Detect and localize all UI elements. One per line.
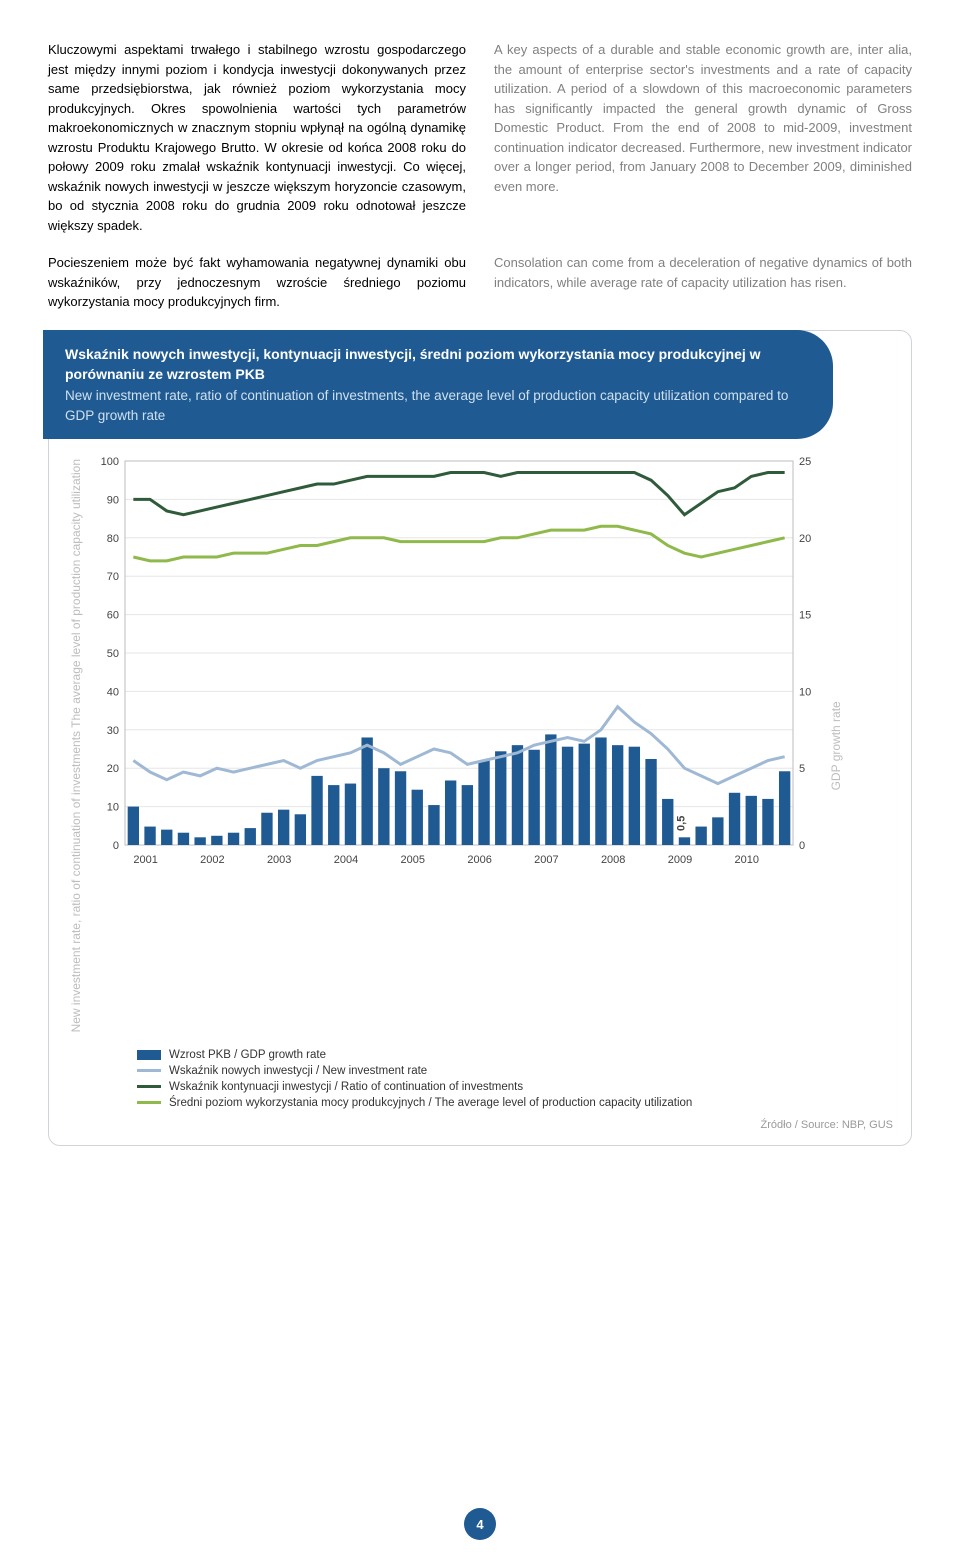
svg-text:15: 15	[799, 610, 811, 622]
svg-text:2004: 2004	[333, 854, 357, 866]
legend-item-cap: Średni poziom wykorzystania mocy produkc…	[137, 1097, 893, 1109]
legend-label-cap: Średni poziom wykorzystania mocy produkc…	[169, 1097, 692, 1109]
chart-title-pl: Wskaźnik nowych inwestycji, kontynuacji …	[65, 344, 811, 385]
svg-text:2005: 2005	[400, 854, 424, 866]
svg-text:2008: 2008	[601, 854, 625, 866]
svg-text:20: 20	[799, 533, 811, 545]
legend-swatch-line2	[137, 1085, 161, 1088]
paragraph-row-1: Kluczowymi aspektami trwałego i stabilne…	[48, 40, 912, 235]
paragraph-en-1: A key aspects of a durable and stable ec…	[494, 40, 912, 235]
svg-text:80: 80	[106, 533, 118, 545]
svg-text:2010: 2010	[734, 854, 758, 866]
svg-text:0,5: 0,5	[675, 816, 687, 831]
svg-text:2009: 2009	[667, 854, 691, 866]
chart-header: Wskaźnik nowych inwestycji, kontynuacji …	[43, 330, 833, 440]
legend-item-new: Wskaźnik nowych inwestycji / New investm…	[137, 1065, 893, 1077]
svg-text:70: 70	[106, 571, 118, 583]
svg-text:90: 90	[106, 495, 118, 507]
svg-text:10: 10	[799, 687, 811, 699]
svg-text:20: 20	[106, 763, 118, 775]
svg-text:2001: 2001	[133, 854, 157, 866]
legend-swatch-bar	[137, 1050, 161, 1060]
legend-label-cont: Wskaźnik kontynuacji inwestycji / Ratio …	[169, 1081, 523, 1093]
paragraph-row-2: Pocieszeniem może być fakt wyhamowania n…	[48, 253, 912, 312]
svg-text:5: 5	[799, 763, 805, 775]
svg-text:0: 0	[799, 840, 805, 852]
legend-swatch-line1	[137, 1069, 161, 1072]
svg-text:10: 10	[106, 802, 118, 814]
legend-label-new: Wskaźnik nowych inwestycji / New investm…	[169, 1065, 427, 1077]
svg-text:2007: 2007	[534, 854, 558, 866]
chart-plot: 0 10 20 30 40 50 60 70 80 90 100 0 5 10 15 20 25 0,5 2001 2…	[87, 453, 827, 873]
chart-legend: Wzrost PKB / GDP growth rate Wskaźnik no…	[137, 1049, 893, 1109]
svg-text:0: 0	[112, 840, 118, 852]
y-axis-label-right: GDP growth rate	[827, 453, 847, 1038]
svg-text:2003: 2003	[267, 854, 291, 866]
legend-item-gdp: Wzrost PKB / GDP growth rate	[137, 1049, 893, 1061]
svg-text:2002: 2002	[200, 854, 224, 866]
chart-source: Źródło / Source: NBP, GUS	[67, 1119, 893, 1131]
svg-text:30: 30	[106, 725, 118, 737]
svg-text:2006: 2006	[467, 854, 491, 866]
paragraph-pl-1: Kluczowymi aspektami trwałego i stabilne…	[48, 40, 466, 235]
svg-text:50: 50	[106, 648, 118, 660]
paragraph-pl-2: Pocieszeniem może być fakt wyhamowania n…	[48, 253, 466, 312]
svg-text:100: 100	[100, 456, 118, 468]
legend-label-gdp: Wzrost PKB / GDP growth rate	[169, 1049, 326, 1061]
legend-item-cont: Wskaźnik kontynuacji inwestycji / Ratio …	[137, 1081, 893, 1093]
paragraph-en-2: Consolation can come from a deceleration…	[494, 253, 912, 312]
y-axis-label-left: New investment rate, ratio of continuati…	[67, 453, 87, 1038]
svg-text:60: 60	[106, 610, 118, 622]
chart-title-en: New investment rate, ratio of continuati…	[65, 386, 811, 425]
page-number-badge: 4	[464, 1508, 496, 1540]
chart-container: Wskaźnik nowych inwestycji, kontynuacji …	[48, 330, 912, 1146]
legend-swatch-line3	[137, 1101, 161, 1104]
svg-text:40: 40	[106, 687, 118, 699]
svg-text:25: 25	[799, 456, 811, 468]
